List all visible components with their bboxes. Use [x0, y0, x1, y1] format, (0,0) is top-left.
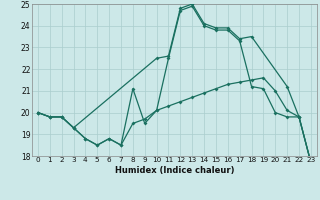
X-axis label: Humidex (Indice chaleur): Humidex (Indice chaleur)	[115, 166, 234, 175]
